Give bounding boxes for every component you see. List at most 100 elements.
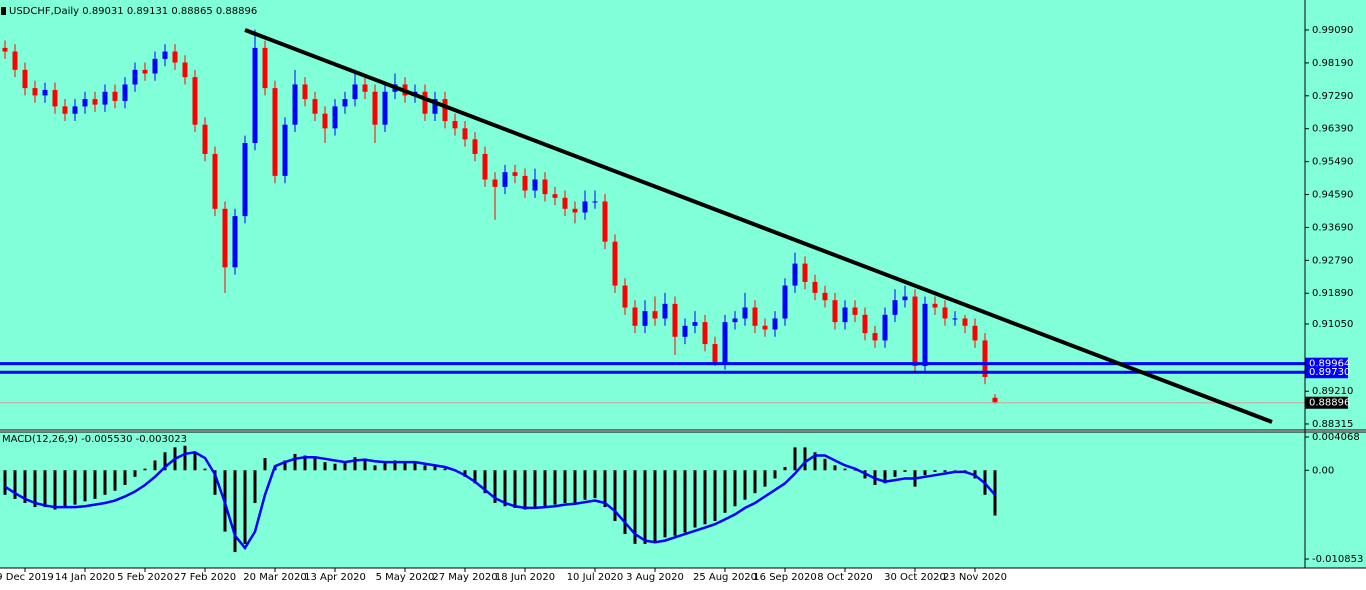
histogram-bar <box>183 445 187 471</box>
candle-body <box>212 153 218 209</box>
indicator-title: MACD(12,26,9) -0.005530 -0.003023 <box>2 434 187 445</box>
candle-body <box>432 99 438 114</box>
y-tick-label: 0.00 <box>1312 465 1334 476</box>
histogram-bar <box>883 470 887 484</box>
histogram-bar <box>503 470 507 507</box>
histogram-bar <box>833 465 837 471</box>
histogram-bar <box>853 470 857 471</box>
candle-body <box>342 99 348 107</box>
candle-body <box>242 142 248 217</box>
candle-body <box>42 89 48 96</box>
x-tick-label: 25 Aug 2020 <box>693 572 757 583</box>
y-tick-label: 0.98190 <box>1312 58 1353 69</box>
histogram-bar <box>143 468 147 471</box>
candle-body <box>652 311 658 319</box>
histogram-bar <box>793 447 797 471</box>
histogram-bar <box>193 452 197 471</box>
y-tick-label: 0.004068 <box>1312 432 1360 443</box>
y-tick-label: 0.93690 <box>1312 222 1353 233</box>
x-tick-label: 18 Jun 2020 <box>495 572 555 583</box>
candle-body <box>922 303 928 367</box>
candle-body <box>52 89 58 107</box>
histogram-bar <box>53 470 57 510</box>
candle-body <box>202 124 208 154</box>
candle-body <box>882 314 888 341</box>
candle-body <box>192 77 198 125</box>
histogram-bar <box>123 470 127 485</box>
histogram-bar <box>643 470 647 544</box>
last-price-label: 0.88896 <box>1309 398 1350 409</box>
candle-body <box>382 91 388 125</box>
candle-body <box>622 285 628 308</box>
histogram-bar <box>633 470 637 544</box>
x-tick-label: 20 Mar 2020 <box>243 572 306 583</box>
histogram-bar <box>393 460 397 471</box>
title-icon <box>1 7 6 15</box>
candle-body <box>222 208 228 268</box>
histogram-bar <box>383 462 387 471</box>
histogram-bar <box>743 470 747 500</box>
histogram-bar <box>413 462 417 471</box>
candle-body <box>902 296 908 301</box>
x-tick-label: 27 Feb 2020 <box>174 572 236 583</box>
candle-body <box>982 340 988 377</box>
candle-body <box>992 397 998 403</box>
histogram-bar <box>803 447 807 471</box>
candle-body <box>612 241 618 286</box>
candle-body <box>372 91 378 125</box>
y-tick-label: -0.010853 <box>1312 554 1363 565</box>
x-tick-label: 10 Jul 2020 <box>567 572 624 583</box>
y-tick-label: 0.94590 <box>1312 190 1353 201</box>
candle-body <box>582 201 588 213</box>
candle-body <box>662 303 668 319</box>
histogram-bar <box>653 470 657 543</box>
candle-body <box>782 285 788 319</box>
histogram-bar <box>573 470 577 503</box>
y-tick-label: 0.95490 <box>1312 157 1353 168</box>
histogram-bar <box>313 458 317 471</box>
histogram-bar <box>13 470 17 499</box>
histogram-bar <box>203 468 207 471</box>
candle-body <box>842 307 848 323</box>
panel-background <box>0 432 1366 568</box>
histogram-bar <box>603 470 607 508</box>
candle-body <box>352 84 358 100</box>
histogram-bar <box>753 470 757 494</box>
histogram-bar <box>323 462 327 471</box>
trendline <box>244 28 1273 424</box>
candle-body <box>162 51 168 59</box>
histogram-bar <box>923 470 927 476</box>
candle-body <box>122 84 128 101</box>
histogram-bar <box>433 465 437 471</box>
candle-body <box>962 318 968 326</box>
candle-body <box>852 307 858 315</box>
x-tick-label: 14 Jan 2020 <box>55 572 115 583</box>
candle-body <box>772 318 778 330</box>
x-tick-label: 30 Oct 2020 <box>884 572 946 583</box>
x-tick-label: 3 Aug 2020 <box>626 572 684 583</box>
candle-body <box>82 99 88 107</box>
histogram-bar <box>93 470 97 499</box>
histogram-bar <box>63 470 67 508</box>
histogram-bar <box>533 470 537 508</box>
candle-body <box>792 263 798 286</box>
histogram-bar <box>293 453 297 471</box>
candle-body <box>332 106 338 129</box>
candle-body <box>532 179 538 191</box>
candle-body <box>892 300 898 315</box>
histogram-bar <box>73 470 77 505</box>
histogram-bar <box>33 470 37 508</box>
candle-body <box>672 303 678 337</box>
x-tick-label: 23 Nov 2020 <box>943 572 1007 583</box>
histogram-bar <box>483 470 487 494</box>
candle-body <box>832 300 838 323</box>
histogram-bar <box>843 468 847 471</box>
candle-body <box>692 322 698 326</box>
histogram-bar <box>243 470 247 544</box>
y-tick-label: 0.92790 <box>1312 255 1353 266</box>
histogram-bar <box>933 470 937 472</box>
candle-body <box>942 307 948 319</box>
histogram-bar <box>403 462 407 471</box>
histogram-bar <box>993 470 997 516</box>
candle-body <box>462 128 468 140</box>
